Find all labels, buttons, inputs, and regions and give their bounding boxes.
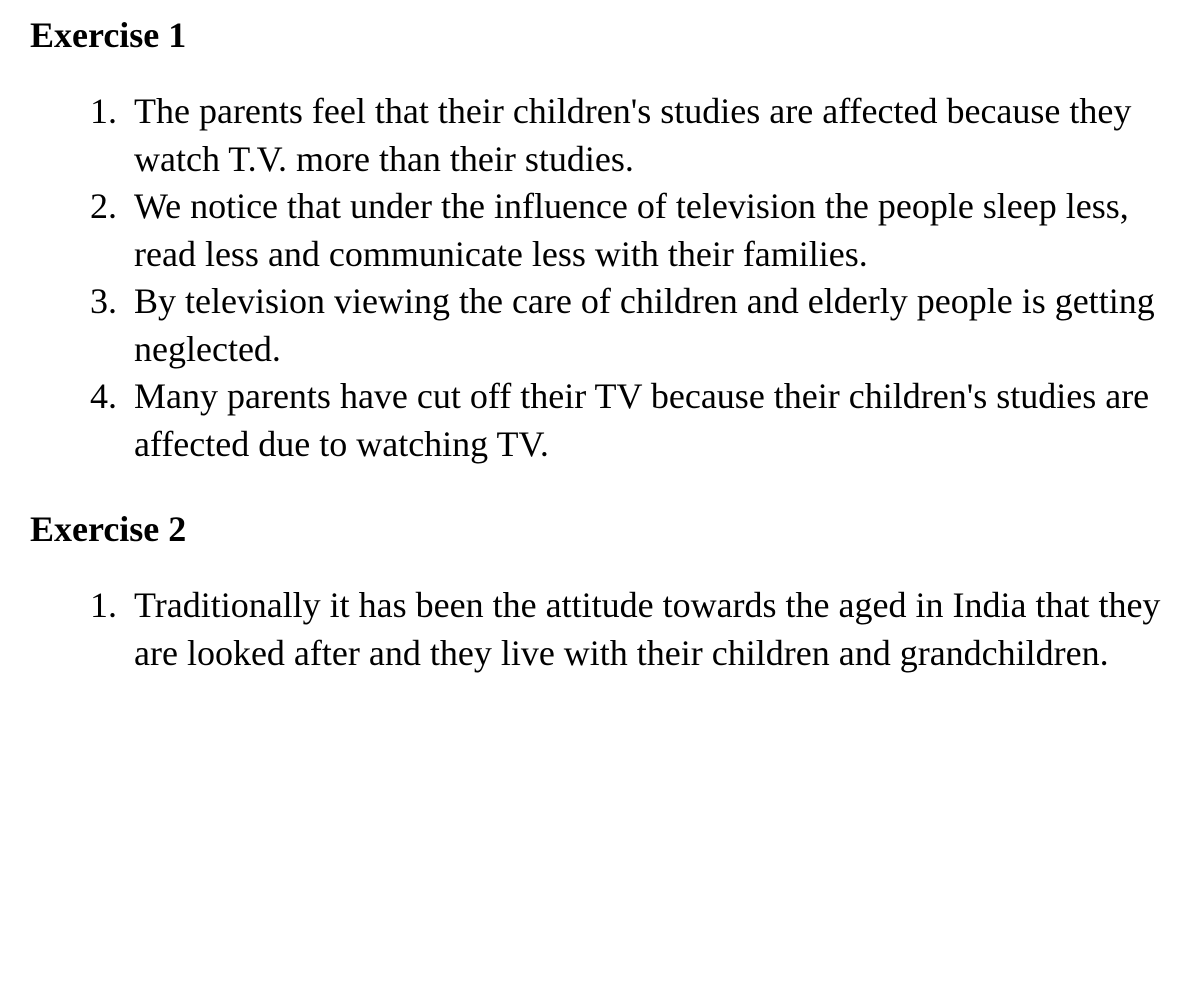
list-item: Many parents have cut off their TV becau… — [126, 373, 1168, 468]
list-item: We notice that under the influence of te… — [126, 183, 1168, 278]
exercise-1-heading: Exercise 1 — [30, 14, 1168, 56]
document-content: Exercise 1 The parents feel that their c… — [30, 14, 1168, 677]
exercise-2-heading: Exercise 2 — [30, 508, 1168, 550]
list-item: By television viewing the care of childr… — [126, 278, 1168, 373]
exercise-2-list: Traditionally it has been the attitude t… — [30, 582, 1168, 677]
exercise-1-list: The parents feel that their children's s… — [30, 88, 1168, 468]
list-item: The parents feel that their children's s… — [126, 88, 1168, 183]
list-item: Traditionally it has been the attitude t… — [126, 582, 1168, 677]
